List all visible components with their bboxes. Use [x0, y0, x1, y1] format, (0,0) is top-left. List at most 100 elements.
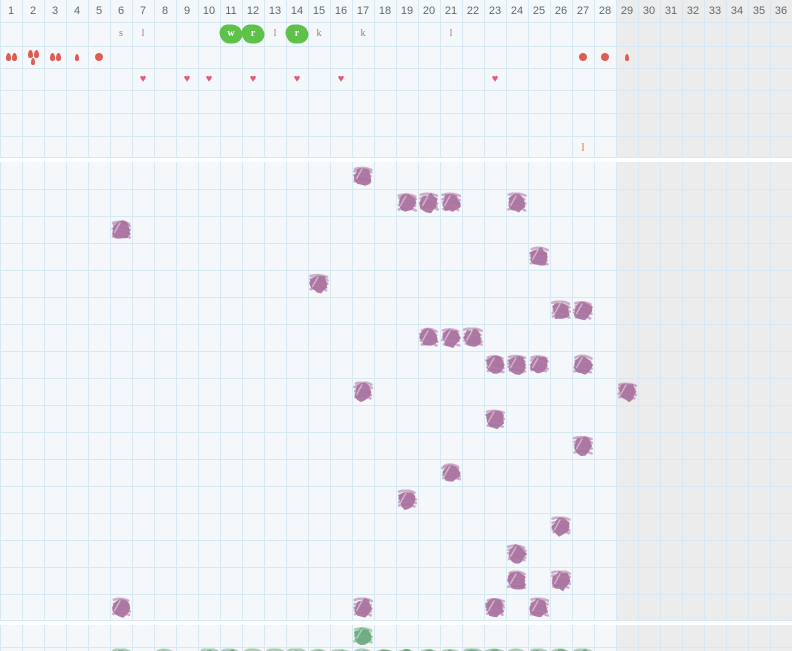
- purple-mark-day-26-row-13[interactable]: [550, 513, 572, 540]
- heart-mark-day-23[interactable]: ♥: [484, 68, 506, 90]
- green-mark-day-24-row-1[interactable]: [506, 647, 528, 651]
- letter-mark-day-12[interactable]: r: [242, 22, 264, 46]
- letter-mark-day-14[interactable]: r: [286, 22, 308, 46]
- heart-mark-day-10[interactable]: ♥: [198, 68, 220, 90]
- purple-mark-day-24-row-15[interactable]: [506, 567, 528, 594]
- purple-mark-day-27-row-5[interactable]: [572, 297, 594, 324]
- letter-mark-day-6[interactable]: s: [110, 22, 132, 46]
- purple-mark-day-27-row-10[interactable]: [572, 432, 594, 459]
- flow-mark-day-27[interactable]: [572, 46, 594, 68]
- green-mark-day-8-row-1[interactable]: [154, 647, 176, 651]
- green-mark-day-13-row-1[interactable]: [264, 647, 286, 651]
- green-mark-day-6-row-1[interactable]: [110, 647, 132, 651]
- day-header-cell-7[interactable]: 7: [132, 0, 154, 22]
- day-header-cell-14[interactable]: 14: [286, 0, 308, 22]
- day-header-cell-12[interactable]: 12: [242, 0, 264, 22]
- flow-mark-day-4[interactable]: [66, 46, 88, 68]
- flow-mark-day-2[interactable]: [22, 46, 44, 68]
- green-mark-day-26-row-1[interactable]: [550, 647, 572, 651]
- green-mark-day-25-row-1[interactable]: [528, 647, 550, 651]
- purple-mark-day-6-row-16[interactable]: [110, 594, 132, 621]
- day-header-cell-13[interactable]: 13: [264, 0, 286, 22]
- purple-mark-day-27-row-7[interactable]: [572, 351, 594, 378]
- purple-mark-day-17-row-16[interactable]: [352, 594, 374, 621]
- note-mark-day-27[interactable]: l: [572, 136, 594, 158]
- green-mark-day-14-row-1[interactable]: [286, 647, 308, 651]
- day-header-cell-3[interactable]: 3: [44, 0, 66, 22]
- day-header-cell-9[interactable]: 9: [176, 0, 198, 22]
- purple-mark-day-19-row-12[interactable]: [396, 486, 418, 513]
- green-mark-day-16-row-1[interactable]: [330, 647, 352, 651]
- day-header-cell-28[interactable]: 28: [594, 0, 616, 22]
- flow-mark-day-28[interactable]: [594, 46, 616, 68]
- day-header-cell-1[interactable]: 1: [0, 0, 22, 22]
- flow-mark-day-3[interactable]: [44, 46, 66, 68]
- day-header-cell-11[interactable]: 11: [220, 0, 242, 22]
- purple-mark-day-25-row-16[interactable]: [528, 594, 550, 621]
- heart-mark-day-12[interactable]: ♥: [242, 68, 264, 90]
- day-header-cell-21[interactable]: 21: [440, 0, 462, 22]
- day-header-cell-30[interactable]: 30: [638, 0, 660, 22]
- day-header-cell-10[interactable]: 10: [198, 0, 220, 22]
- day-header-cell-26[interactable]: 26: [550, 0, 572, 22]
- green-mark-day-23-row-1[interactable]: [484, 647, 506, 651]
- day-header-cell-27[interactable]: 27: [572, 0, 594, 22]
- green-mark-day-21-row-1[interactable]: [440, 647, 462, 651]
- day-header-cell-24[interactable]: 24: [506, 0, 528, 22]
- green-mark-day-20-row-1[interactable]: [418, 647, 440, 651]
- flow-mark-day-29[interactable]: [616, 46, 638, 68]
- day-header-cell-16[interactable]: 16: [330, 0, 352, 22]
- green-mark-day-12-row-1[interactable]: [242, 647, 264, 651]
- purple-mark-day-20-row-1[interactable]: [418, 189, 440, 216]
- purple-mark-day-24-row-1[interactable]: [506, 189, 528, 216]
- day-header-cell-20[interactable]: 20: [418, 0, 440, 22]
- day-header-cell-8[interactable]: 8: [154, 0, 176, 22]
- day-header-cell-22[interactable]: 22: [462, 0, 484, 22]
- purple-mark-day-23-row-16[interactable]: [484, 594, 506, 621]
- green-mark-day-15-row-1[interactable]: [308, 647, 330, 651]
- day-header-cell-23[interactable]: 23: [484, 0, 506, 22]
- letter-mark-day-15[interactable]: k: [308, 22, 330, 46]
- purple-mark-day-25-row-7[interactable]: [528, 351, 550, 378]
- heart-mark-day-16[interactable]: ♥: [330, 68, 352, 90]
- day-header-cell-35[interactable]: 35: [748, 0, 770, 22]
- flow-mark-day-5[interactable]: [88, 46, 110, 68]
- green-mark-day-22-row-1[interactable]: [462, 647, 484, 651]
- purple-mark-day-21-row-6[interactable]: [440, 324, 462, 351]
- purple-mark-day-15-row-4[interactable]: [308, 270, 330, 297]
- day-header-cell-32[interactable]: 32: [682, 0, 704, 22]
- letter-mark-day-13[interactable]: l: [264, 22, 286, 46]
- green-mark-day-18-row-1[interactable]: [374, 647, 396, 651]
- letter-mark-day-21[interactable]: l: [440, 22, 462, 46]
- day-header-cell-36[interactable]: 36: [770, 0, 792, 22]
- day-header-cell-18[interactable]: 18: [374, 0, 396, 22]
- purple-mark-day-25-row-3[interactable]: [528, 243, 550, 270]
- green-mark-day-17-row-0[interactable]: [352, 625, 374, 647]
- day-header-cell-2[interactable]: 2: [22, 0, 44, 22]
- day-header-cell-19[interactable]: 19: [396, 0, 418, 22]
- purple-mark-day-17-row-0[interactable]: [352, 162, 374, 189]
- purple-mark-day-21-row-1[interactable]: [440, 189, 462, 216]
- green-mark-day-10-row-1[interactable]: [198, 647, 220, 651]
- purple-mark-day-24-row-7[interactable]: [506, 351, 528, 378]
- purple-mark-day-23-row-9[interactable]: [484, 405, 506, 432]
- day-header-cell-17[interactable]: 17: [352, 0, 374, 22]
- heart-mark-day-7[interactable]: ♥: [132, 68, 154, 90]
- purple-mark-day-23-row-7[interactable]: [484, 351, 506, 378]
- heart-mark-day-9[interactable]: ♥: [176, 68, 198, 90]
- purple-mark-day-26-row-15[interactable]: [550, 567, 572, 594]
- day-header-cell-4[interactable]: 4: [66, 0, 88, 22]
- flow-mark-day-1[interactable]: [0, 46, 22, 68]
- day-header-cell-6[interactable]: 6: [110, 0, 132, 22]
- purple-mark-day-19-row-1[interactable]: [396, 189, 418, 216]
- day-header-cell-5[interactable]: 5: [88, 0, 110, 22]
- day-header-cell-15[interactable]: 15: [308, 0, 330, 22]
- green-mark-day-17-row-1[interactable]: [352, 647, 374, 651]
- purple-mark-day-24-row-14[interactable]: [506, 540, 528, 567]
- green-mark-day-11-row-1[interactable]: [220, 647, 242, 651]
- day-header-cell-34[interactable]: 34: [726, 0, 748, 22]
- green-mark-day-27-row-1[interactable]: [572, 647, 594, 651]
- purple-mark-day-29-row-8[interactable]: [616, 378, 638, 405]
- letter-mark-day-11[interactable]: w: [220, 22, 242, 46]
- purple-mark-day-6-row-2[interactable]: [110, 216, 132, 243]
